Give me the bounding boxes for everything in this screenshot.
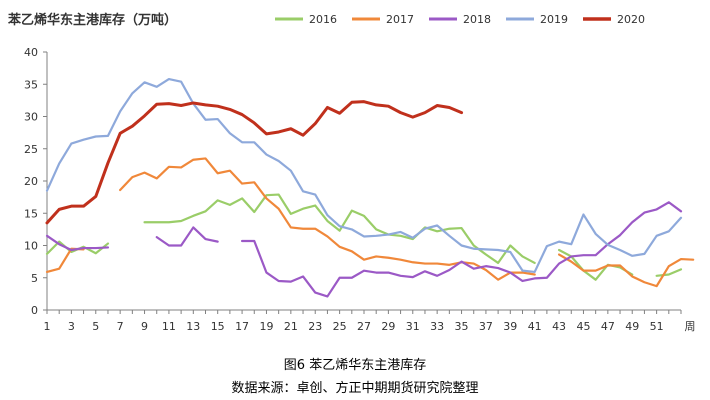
x-tick-label: 29	[381, 320, 395, 333]
chart-legend: 2016 2017 2018 2019 2020	[275, 13, 645, 26]
series-line-2017	[557, 253, 695, 288]
y-tick-label: 15	[24, 207, 38, 220]
x-tick-label: 25	[333, 320, 347, 333]
x-tick-label: 39	[503, 320, 517, 333]
x-tick-label: 27	[357, 320, 371, 333]
x-tick-label: 23	[308, 320, 322, 333]
x-tick-label: 37	[479, 320, 493, 333]
x-axis: 1 3 5 7 9 11 13 15 17 19 21 23 25 27 29 31 33 35 37 39 41 43 4…	[44, 309, 682, 333]
series-line-2016	[655, 268, 683, 277]
y-tick-label: 25	[24, 143, 38, 156]
x-tick-label: 9	[141, 320, 148, 333]
figure-caption: 图6 苯乙烯华东主港库存	[283, 358, 427, 373]
legend-label-2017: 2017	[386, 13, 414, 26]
series-2019	[45, 77, 683, 274]
series-line-2018	[155, 226, 219, 247]
series-line-2018	[45, 234, 110, 252]
legend-label-2018: 2018	[463, 13, 491, 26]
y-tick-label: 10	[24, 240, 38, 253]
x-tick-label: 41	[528, 320, 542, 333]
chart-svg: 苯乙烯华东主港库存（万吨） 2016 2017 2018 2019 2020 05101…	[7, 12, 696, 333]
x-axis-label: 周	[685, 320, 696, 333]
x-tick-label: 7	[117, 320, 124, 333]
x-tick-label: 5	[92, 320, 99, 333]
series-layer	[45, 77, 695, 298]
x-tick-label: 15	[211, 320, 225, 333]
y-tick-label: 0	[31, 304, 38, 317]
y-axis: 0 5 10 15 20 25 30 35 40	[24, 46, 48, 317]
x-tick-label: 33	[430, 320, 444, 333]
x-tick-label: 49	[625, 320, 639, 333]
legend-label-2020: 2020	[617, 13, 645, 26]
x-tick-label: 31	[406, 320, 420, 333]
series-line-2018	[240, 201, 683, 298]
series-2020	[45, 100, 464, 225]
legend-label-2016: 2016	[309, 13, 337, 26]
x-tick-label: 11	[162, 320, 176, 333]
y-tick-label: 5	[31, 272, 38, 285]
source-caption: 数据来源：卓创、方正中期期货研究院整理	[231, 381, 479, 396]
x-tick-label: 13	[186, 320, 200, 333]
series-line-2020	[45, 100, 464, 225]
series-line-2017	[45, 247, 85, 274]
x-tick-label: 1	[44, 320, 51, 333]
series-line-2019	[45, 77, 683, 274]
y-tick-label: 20	[24, 175, 38, 188]
y-tick-label: 35	[24, 78, 38, 91]
legend-label-2019: 2019	[540, 13, 568, 26]
x-tick-label: 21	[284, 320, 298, 333]
series-line-2017	[119, 157, 536, 281]
y-tick-label: 40	[24, 46, 38, 59]
x-tick-label: 51	[650, 320, 664, 333]
x-tick-label: 3	[68, 320, 75, 333]
x-tick-label: 19	[259, 320, 273, 333]
x-tick-label: 47	[601, 320, 615, 333]
y-tick-label: 30	[24, 111, 38, 124]
x-tick-label: 17	[235, 320, 249, 333]
chart-title: 苯乙烯华东主港库存（万吨）	[7, 12, 177, 28]
series-line-2016	[143, 193, 536, 265]
x-tick-label: 45	[576, 320, 590, 333]
x-tick-label: 35	[455, 320, 469, 333]
x-tick-label: 43	[552, 320, 566, 333]
